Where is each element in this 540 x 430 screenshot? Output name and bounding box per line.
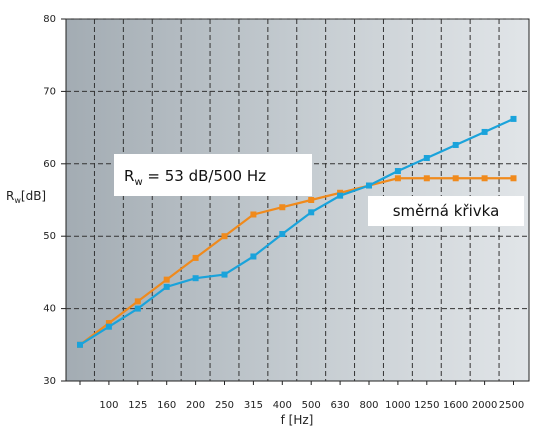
series-1-point (134, 298, 141, 305)
series-2-point (337, 192, 344, 199)
y-tick-label: 50 (43, 231, 56, 242)
series-2-point (394, 168, 401, 175)
series-2-point (308, 209, 315, 216)
x-tick-label: 250 (215, 400, 234, 411)
x-tick-label: 1600 (443, 400, 468, 411)
x-tick-label: 125 (128, 400, 147, 411)
series-2-point (366, 182, 372, 189)
series-1-point (481, 175, 488, 182)
series-1-point (105, 320, 112, 327)
x-tick-label: 800 (359, 400, 378, 411)
x-tick-label: 200 (186, 400, 205, 411)
series-line-2 (79, 117, 514, 346)
series-2-point (481, 128, 488, 135)
x-tick-label: 1250 (414, 400, 439, 411)
series-2-point (279, 231, 286, 238)
series-2-point (134, 305, 141, 312)
x-tick-label: 100 (99, 400, 118, 411)
series-1-point (452, 175, 459, 182)
series-1-point (394, 175, 401, 182)
series-2-point (105, 323, 112, 330)
series-line-1 (79, 177, 514, 346)
x-tick-label: 2500 (499, 400, 524, 411)
x-tick-label: 1000 (385, 400, 410, 411)
y-tick-label: 80 (43, 14, 56, 25)
y-tick-label: 30 (43, 376, 56, 387)
x-tick-label: 2000 (472, 400, 497, 411)
series-1-point (423, 175, 430, 182)
series-2-point (250, 253, 257, 260)
y-axis-label-sub: w (14, 196, 21, 205)
series-1-point (250, 211, 257, 218)
x-axis-ticks: 100 125 160 200 250 315 400 500 630 800 1000 1250 16… (79, 381, 524, 411)
series-1-point (279, 204, 286, 211)
y-axis-ticks: 30 40 50 60 70 80 (43, 14, 66, 387)
series-2-point (510, 115, 517, 122)
series-2-point (221, 271, 228, 278)
series-2-point (452, 141, 459, 148)
series-2-point (192, 275, 199, 282)
x-axis-label: f [Hz] (281, 413, 314, 427)
rw-annotation-sub: w (134, 177, 142, 188)
y-tick-label: 70 (43, 86, 56, 97)
series-1-point (163, 276, 170, 283)
y-tick-label: 40 (43, 304, 56, 315)
x-tick-label: 500 (302, 400, 321, 411)
reference-curve-label-box (368, 196, 524, 226)
series-1-point (308, 197, 315, 203)
series-2-point (77, 341, 83, 348)
x-tick-label: 400 (273, 400, 292, 411)
y-tick-label: 60 (43, 159, 56, 170)
series-2-point (423, 155, 430, 162)
series-layer (77, 115, 517, 348)
series-2-point (163, 283, 170, 290)
reference-curve-label: směrná křivka (393, 202, 500, 220)
x-tick-label: 315 (244, 400, 263, 411)
rw-annotation-box (114, 154, 312, 196)
series-1-point (221, 233, 228, 240)
y-axis-label: Rw[dB] (6, 189, 46, 205)
series-1-point (510, 175, 517, 182)
x-tick-label: 160 (157, 400, 176, 411)
x-tick-label: 630 (331, 400, 350, 411)
series-1-point (192, 254, 199, 261)
rw-annotation-text: Rw = 53 dB/500 Hz (124, 167, 266, 188)
